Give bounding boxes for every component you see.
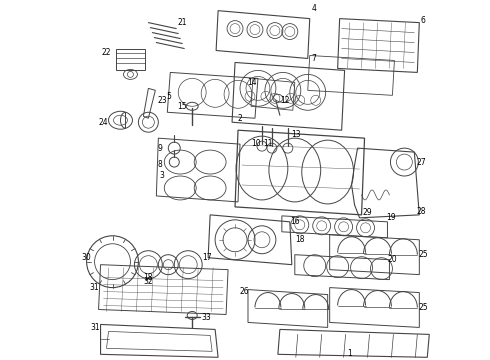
Text: 26: 26 xyxy=(239,287,249,296)
Text: 14: 14 xyxy=(247,78,257,87)
Text: 19: 19 xyxy=(387,213,396,222)
Text: 17: 17 xyxy=(202,253,212,262)
Text: 23: 23 xyxy=(157,96,167,105)
Text: 31: 31 xyxy=(90,283,99,292)
Text: 25: 25 xyxy=(418,303,428,312)
Text: 8: 8 xyxy=(158,159,163,168)
Text: 20: 20 xyxy=(388,255,397,264)
Text: 10: 10 xyxy=(251,139,261,148)
Text: 30: 30 xyxy=(82,253,92,262)
Text: 9: 9 xyxy=(158,144,163,153)
Text: 1: 1 xyxy=(347,349,352,358)
Text: 27: 27 xyxy=(416,158,426,167)
Text: 18: 18 xyxy=(144,273,153,282)
Text: 16: 16 xyxy=(290,217,299,226)
Text: 22: 22 xyxy=(102,48,111,57)
Text: 13: 13 xyxy=(291,130,301,139)
Text: 32: 32 xyxy=(144,277,153,286)
Text: 28: 28 xyxy=(416,207,426,216)
Text: 3: 3 xyxy=(160,171,165,180)
Text: 31: 31 xyxy=(91,323,100,332)
Text: 21: 21 xyxy=(177,18,187,27)
Text: 29: 29 xyxy=(363,208,372,217)
Text: 5: 5 xyxy=(166,92,171,101)
Text: 12: 12 xyxy=(280,96,290,105)
Text: 15: 15 xyxy=(177,102,187,111)
Text: 7: 7 xyxy=(311,54,316,63)
Text: 18: 18 xyxy=(295,235,305,244)
Text: 25: 25 xyxy=(418,250,428,259)
Text: 33: 33 xyxy=(201,313,211,322)
Text: 24: 24 xyxy=(99,118,108,127)
Text: 4: 4 xyxy=(311,4,316,13)
Text: 2: 2 xyxy=(238,114,243,123)
Text: 6: 6 xyxy=(421,16,426,25)
Text: 11: 11 xyxy=(263,139,272,148)
